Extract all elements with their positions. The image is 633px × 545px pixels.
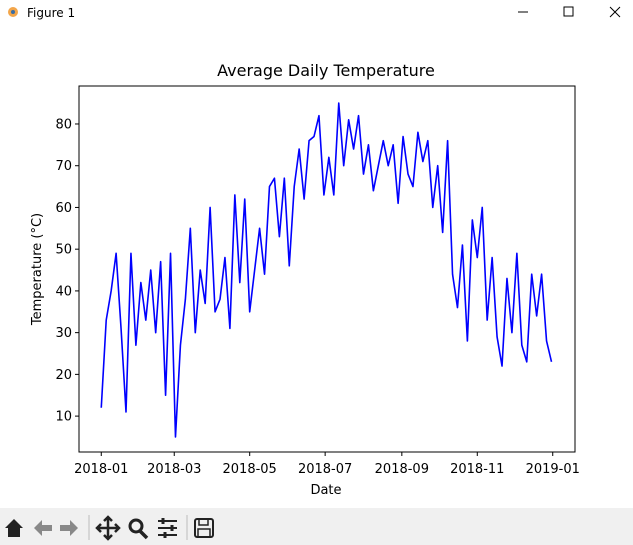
x-tick-label: 2018-07 — [298, 462, 352, 477]
y-tick-label: 80 — [55, 117, 72, 132]
plot-area — [78, 85, 576, 453]
x-tick-label: 2018-01 — [74, 462, 128, 477]
forward-button[interactable] — [60, 520, 78, 536]
x-tick-label: 2018-03 — [147, 462, 201, 477]
x-tick-label: 2018-09 — [375, 462, 429, 477]
pan-button[interactable] — [95, 515, 121, 541]
chart-title: Average Daily Temperature — [217, 61, 435, 80]
y-tick-label: 40 — [55, 284, 72, 299]
title-bar — [0, 0, 633, 25]
configure-sliders — [161, 518, 174, 538]
home-button[interactable] — [5, 519, 23, 537]
y-axis-label: Temperature (°C) — [30, 213, 45, 326]
y-tick-label: 50 — [55, 243, 72, 258]
x-tick-label: 2018-11 — [450, 462, 504, 477]
close-button[interactable] — [609, 6, 621, 18]
y-tick-label: 20 — [55, 368, 72, 383]
x-tick-label: 2018-05 — [223, 462, 277, 477]
temperature-line — [100, 102, 553, 438]
y-tick-label: 60 — [55, 201, 72, 216]
x-axis-label: Date — [310, 483, 341, 498]
save-button[interactable] — [194, 518, 214, 538]
y-tick-label: 10 — [55, 410, 72, 425]
maximize-button[interactable] — [563, 6, 574, 17]
window-title: Figure 1 — [27, 6, 75, 20]
app-icon — [8, 7, 18, 17]
zoom-button[interactable] — [128, 518, 149, 540]
y-tick-label: 70 — [55, 159, 72, 174]
x-tick-label: 2019-01 — [526, 462, 580, 477]
back-button[interactable] — [34, 520, 52, 536]
toolbar — [0, 508, 633, 545]
configure-button[interactable] — [158, 520, 177, 536]
y-tick-label: 30 — [55, 326, 72, 341]
